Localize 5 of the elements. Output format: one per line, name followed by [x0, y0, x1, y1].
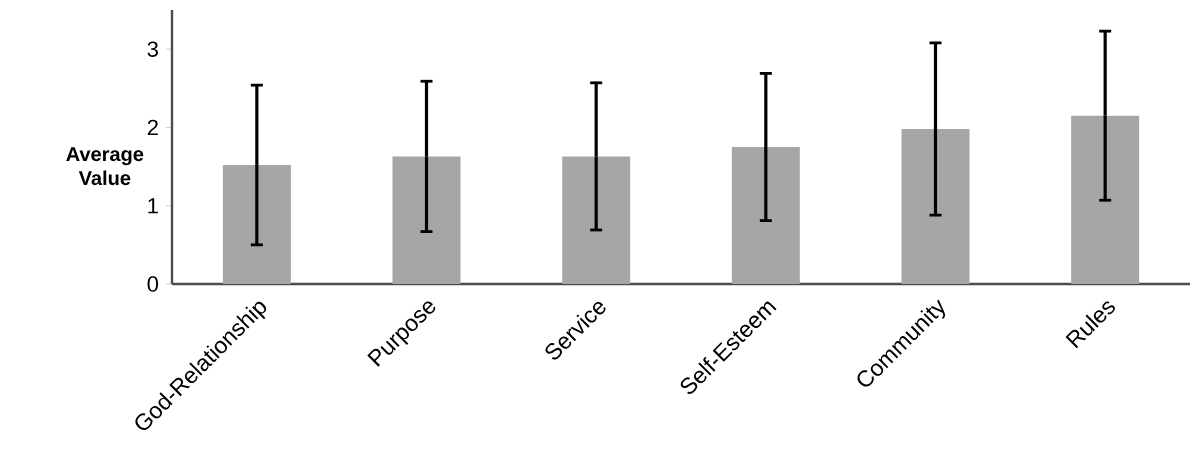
y-axis-title: Average Value: [66, 147, 144, 186]
y-tick-label: 2: [147, 119, 158, 136]
y-tick-label: 3: [147, 41, 158, 57]
y-tick-label: 1: [148, 198, 158, 214]
y-tick-label: 0: [147, 276, 159, 292]
